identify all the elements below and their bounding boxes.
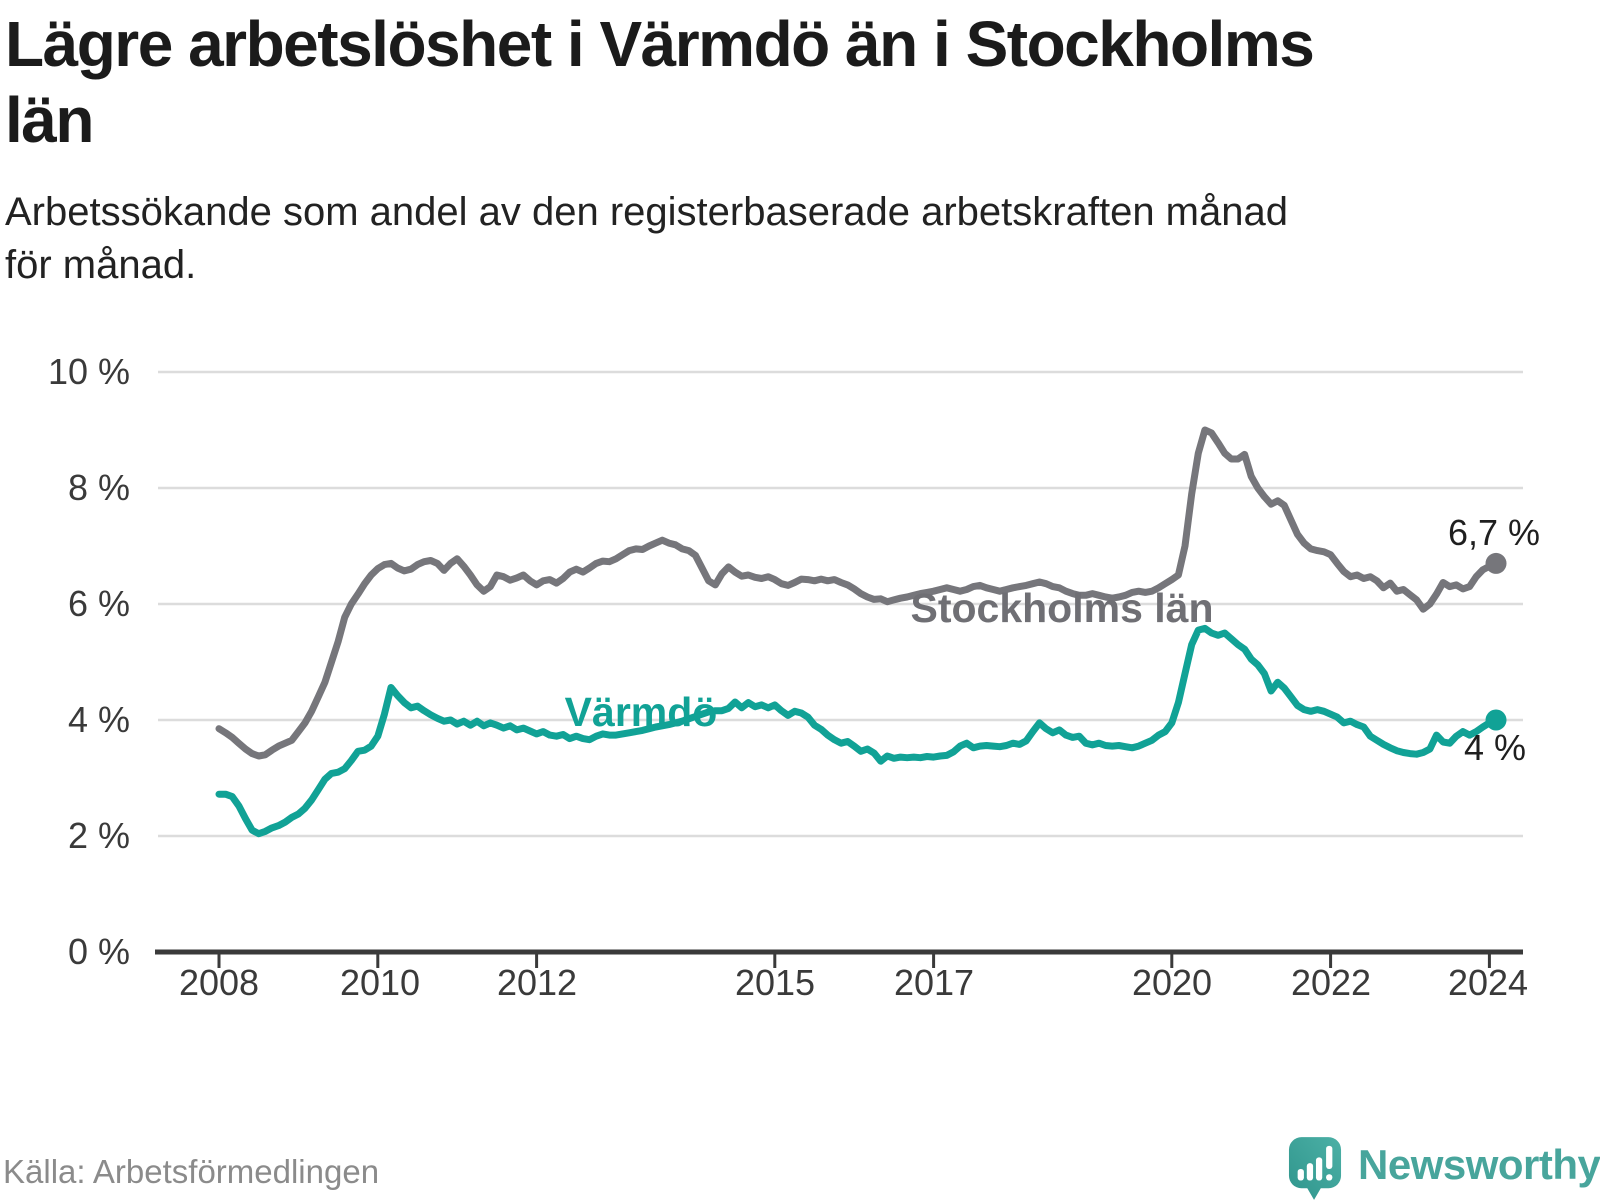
page-title: Lägre arbetslöshet i Värmdö än i Stockho… [5, 6, 1565, 158]
y-tick-10: 10 % [47, 351, 130, 392]
varmdo-end-dot [1485, 709, 1507, 731]
y-tick-8: 8 % [67, 467, 130, 508]
x-tick-2024: 2024 [1447, 962, 1529, 1003]
newsworthy-logo-text: Newsworthy [1358, 1141, 1600, 1188]
y-tick-0: 0 % [67, 931, 130, 972]
x-tick-2022: 2022 [1290, 962, 1372, 1003]
y-tick-2: 2 % [67, 815, 130, 856]
x-tick-2010: 2010 [339, 962, 421, 1003]
end-value-varmdo: 4 % [1463, 727, 1527, 768]
newsworthy-logo-icon [1288, 1137, 1342, 1200]
end-value-stockholms-lan: 6,7 % [1447, 512, 1540, 553]
subtitle-line-2: för månad. [5, 243, 197, 287]
stockholms-lan-end-dot [1485, 552, 1507, 574]
x-tick-2015: 2015 [734, 962, 816, 1003]
title-line-2: län [5, 84, 94, 156]
y-tick-4: 4 % [67, 699, 130, 740]
subtitle-line-1: Arbetssökande som andel av den registerb… [5, 190, 1288, 234]
stockholms-lan-line [215, 426, 1500, 760]
x-tick-2008: 2008 [178, 962, 260, 1003]
series-label-stockholms-lan: Stockholms län [910, 585, 1214, 631]
x-tick-2017: 2017 [893, 962, 975, 1003]
newsworthy-logo: Newsworthy [1288, 1136, 1600, 1200]
title-line-1: Lägre arbetslöshet i Värmdö än i Stockho… [5, 8, 1315, 80]
source-note: Källa: Arbetsförmedlingen [3, 1153, 380, 1190]
y-tick-6: 6 % [67, 583, 130, 624]
chart-subtitle: Arbetssökande som andel av den registerb… [5, 186, 1565, 292]
series-label-varmdo: Värmdö [564, 689, 718, 735]
x-tick-2012: 2012 [496, 962, 578, 1003]
varmdo-line [215, 624, 1500, 838]
x-tick-2020: 2020 [1131, 962, 1213, 1003]
